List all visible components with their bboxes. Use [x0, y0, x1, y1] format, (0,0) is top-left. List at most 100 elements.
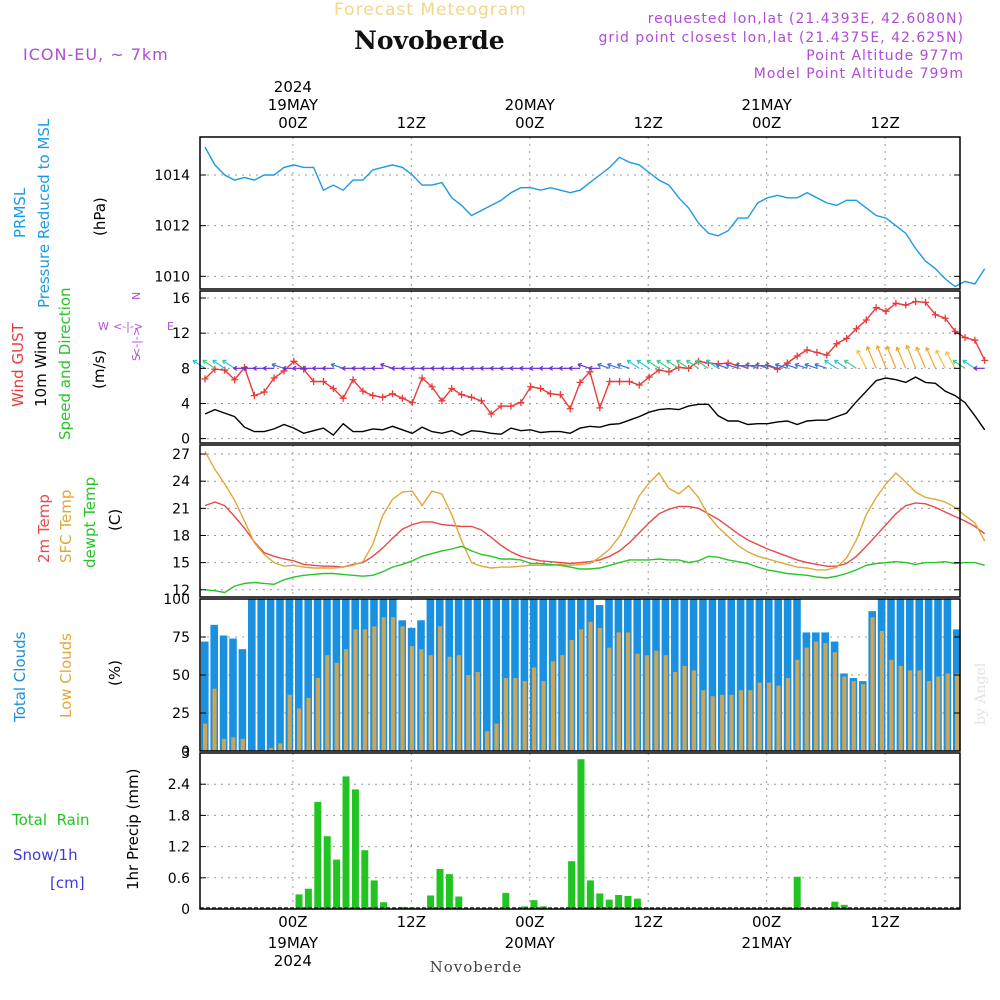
- panel-frame: [199, 136, 961, 290]
- gust-marker: [379, 393, 387, 401]
- low-clouds-bar: [626, 632, 631, 751]
- rain-bar: [361, 850, 369, 909]
- gust-marker: [606, 377, 614, 385]
- wind-arrow-head: [755, 362, 760, 368]
- snow-label: Snow/1h: [13, 846, 78, 864]
- wind-direction-arrow: [775, 363, 788, 369]
- series-dewpt-temp: [204, 545, 985, 594]
- low-clouds-bar: [306, 697, 311, 751]
- panel-frame: [199, 290, 961, 444]
- low-clouds-bar: [729, 694, 734, 751]
- gust-marker: [892, 299, 900, 307]
- pressure-panel-labels: PRMSL Pressure Reduced to MSL (hPa): [11, 118, 109, 308]
- gust-marker: [872, 304, 880, 312]
- wind-direction-arrow: [597, 363, 610, 369]
- wind-arrow-head: [804, 362, 809, 368]
- wind-arrow-head: [705, 359, 711, 365]
- low-clouds-bar: [456, 655, 461, 751]
- wind-direction-arrow: [696, 359, 709, 369]
- gust-marker: [290, 357, 298, 365]
- wind-direction-arrow: [380, 363, 393, 369]
- date-label-bottom: 20MAY: [505, 934, 556, 952]
- gust-marker: [556, 391, 564, 399]
- wind-arrow-head: [302, 365, 307, 371]
- gust-marker: [665, 368, 673, 376]
- wind-arrow-head: [646, 359, 652, 365]
- wind-arrow-head: [470, 365, 475, 371]
- low-clouds-bar: [936, 676, 941, 751]
- wind-arrow-head: [361, 365, 366, 371]
- compass-south: S: [130, 354, 143, 361]
- low-clouds-bar: [748, 690, 753, 751]
- rain-bar: [455, 896, 463, 909]
- hour-tick-label-bottom: 12Z: [634, 913, 663, 931]
- low-clouds-bar: [908, 670, 913, 751]
- wind-direction-arrow: [192, 359, 206, 369]
- low-clouds-bar: [503, 678, 508, 751]
- rain-bar: [398, 906, 406, 909]
- temp-2m-label: 2m Temp: [35, 494, 53, 563]
- y-tick-label: 100: [163, 592, 190, 608]
- footer-location: Novoberde: [430, 958, 523, 976]
- wind-direction-arrow: [656, 359, 670, 369]
- gust-marker: [428, 383, 436, 391]
- rain-bar: [427, 895, 435, 909]
- wind-direction-arrow: [577, 363, 591, 369]
- gust-marker: [931, 311, 939, 319]
- gust-marker: [862, 316, 870, 324]
- y-tick-label: 24: [172, 474, 190, 490]
- low-clouds-bar: [851, 681, 856, 751]
- wind-arrow-head: [222, 359, 227, 365]
- low-clouds-bar: [287, 694, 292, 751]
- gust-marker: [448, 385, 456, 393]
- rain-bar: [615, 894, 623, 909]
- y-tick-label: 4: [181, 396, 190, 412]
- rain-bar: [351, 789, 359, 909]
- wind-arrow-head: [676, 359, 681, 365]
- total-clouds-bar: [229, 638, 237, 751]
- date-label-top: 19MAY: [268, 96, 319, 114]
- rain-bar: [793, 876, 801, 909]
- low-clouds-bar: [804, 647, 809, 751]
- gust-marker: [596, 404, 604, 412]
- wind-arrow-head: [626, 359, 632, 365]
- rain-bar: [295, 894, 303, 909]
- hour-tick-label-top: 00Z: [752, 114, 781, 132]
- wind-direction-arrow: [765, 363, 778, 369]
- gust-marker: [389, 390, 397, 398]
- wind-direction-arrow: [876, 345, 887, 369]
- wind-arrow-head: [735, 362, 740, 368]
- low-clouds-bar: [221, 738, 226, 751]
- wind-arrow-head: [371, 365, 376, 371]
- wind-arrow-head: [865, 346, 871, 351]
- wind-direction-arrow: [794, 363, 808, 369]
- total-clouds-bar: [313, 599, 322, 751]
- low-clouds-bar: [203, 723, 208, 751]
- gust-marker: [527, 383, 535, 391]
- total-clouds-bar: [201, 641, 209, 751]
- wind-arrow-head: [192, 359, 198, 365]
- rain-bar: [624, 896, 632, 909]
- rain-bar: [314, 801, 322, 909]
- wind-arrow-head: [380, 362, 385, 368]
- gust-marker: [467, 393, 475, 401]
- hour-tick-label-top: 12Z: [397, 114, 426, 132]
- wind-direction-arrow: [814, 363, 827, 369]
- low-clouds-bar: [428, 655, 433, 751]
- temp-unit-label: (C): [106, 509, 124, 531]
- wind-direction-arrow: [626, 359, 640, 369]
- series-wind-gust: [204, 300, 986, 415]
- compass-rose-icon: W <-|-> E <-|-> N S: [98, 292, 174, 361]
- low-clouds-bar: [861, 684, 866, 751]
- low-clouds-bar: [475, 671, 480, 751]
- rain-bar: [304, 888, 312, 909]
- low-clouds-bar: [870, 617, 875, 751]
- hour-tick-label-bottom: 12Z: [397, 913, 426, 931]
- gust-marker: [912, 298, 920, 306]
- low-clouds-bar: [898, 665, 903, 751]
- y-tick-label: 3: [181, 746, 190, 762]
- low-clouds-bar: [710, 696, 715, 751]
- low-clouds-bar: [767, 682, 772, 751]
- total-clouds-bar: [295, 599, 303, 751]
- gust-marker: [645, 373, 653, 381]
